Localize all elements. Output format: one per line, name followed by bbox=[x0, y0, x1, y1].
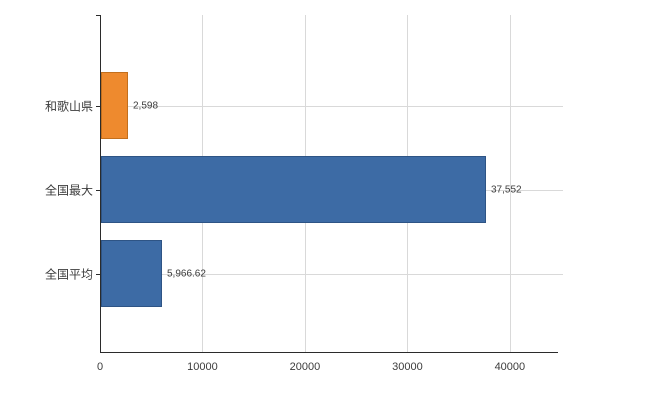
bar-value-label: 2,598 bbox=[133, 100, 159, 111]
category-label: 全国平均 bbox=[44, 267, 93, 281]
y-axis-tick bbox=[96, 189, 100, 191]
category-label: 全国最大 bbox=[44, 183, 93, 197]
bar-value-label: 5,966.62 bbox=[167, 268, 206, 279]
gridline-horizontal bbox=[100, 105, 563, 107]
y-axis-tick bbox=[96, 105, 100, 107]
x-tick-label: 10000 bbox=[187, 361, 218, 373]
bar bbox=[101, 156, 486, 223]
category-label: 和歌山県 bbox=[44, 99, 93, 113]
gridline-vertical bbox=[509, 15, 511, 352]
x-axis bbox=[100, 352, 558, 353]
y-axis-tick bbox=[96, 15, 100, 16]
x-tick-label: 20000 bbox=[289, 361, 321, 373]
x-tick-label: 40000 bbox=[494, 361, 526, 373]
y-axis-tick bbox=[96, 273, 100, 275]
y-axis bbox=[100, 15, 101, 353]
x-tick-label: 30000 bbox=[392, 361, 423, 373]
bar bbox=[101, 240, 162, 307]
bar-value-label: 37,552 bbox=[491, 184, 522, 195]
x-tick-label: 0 bbox=[96, 361, 104, 373]
gridline-horizontal bbox=[100, 273, 563, 275]
bar bbox=[101, 72, 128, 139]
